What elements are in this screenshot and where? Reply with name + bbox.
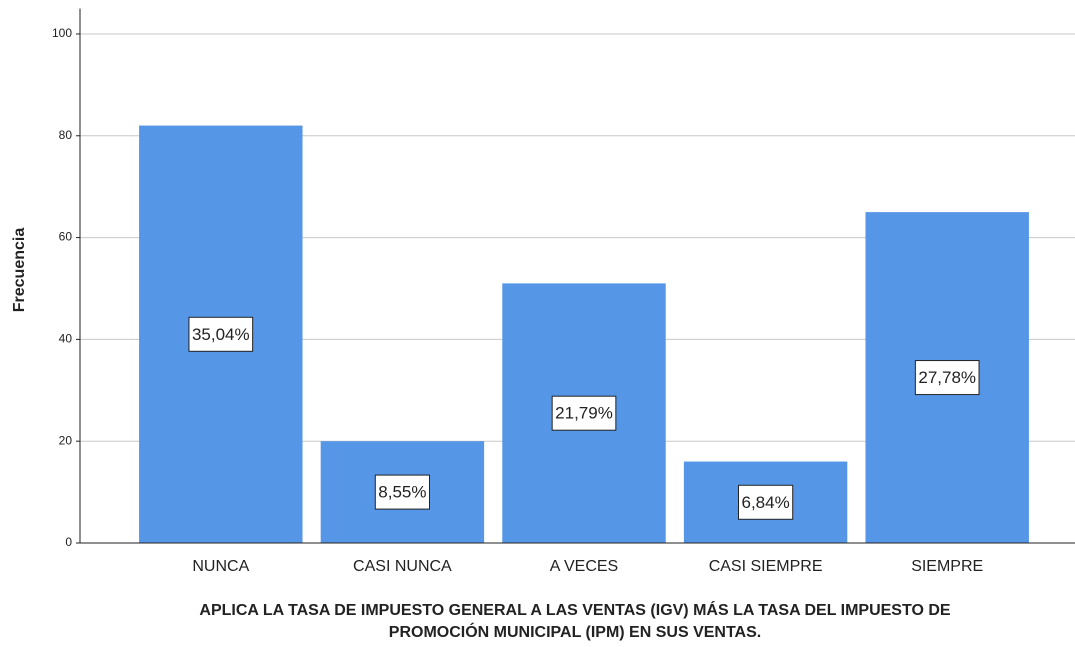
label-box: [374, 474, 431, 510]
y-tick-label: 0: [65, 535, 72, 549]
x-tick-label: CASI NUNCA: [353, 558, 452, 575]
y-tick-label: 20: [59, 433, 73, 447]
percent-label: 27,78%: [914, 360, 980, 396]
percent-label: 6,84%: [737, 484, 794, 520]
y-axis-label: Frecuencia: [11, 228, 28, 313]
y-tick-label: 80: [59, 128, 73, 142]
label-box: [914, 360, 980, 396]
percent-label-text: 21,79%: [555, 404, 613, 423]
y-tick-label: 60: [59, 230, 73, 244]
x-tick-label: A VECES: [550, 558, 618, 575]
x-axis-label: PROMOCIÓN MUNICIPAL (IPM) EN SUS VENTAS.: [389, 622, 761, 641]
percent-label: 21,79%: [551, 395, 617, 431]
percent-label: 35,04%: [188, 316, 254, 352]
label-box: [551, 395, 617, 431]
percent-label-text: 6,84%: [741, 493, 789, 512]
percent-label-text: 27,78%: [918, 368, 976, 387]
percent-label: 8,55%: [374, 474, 431, 510]
x-tick-label: SIEMPRE: [911, 558, 983, 575]
label-box: [188, 316, 254, 352]
y-tick-label: 100: [52, 26, 72, 40]
y-tick-label: 40: [59, 332, 73, 346]
x-tick-label: NUNCA: [192, 558, 249, 575]
percent-label-text: 35,04%: [192, 325, 250, 344]
x-axis-label: APLICA LA TASA DE IMPUESTO GENERAL A LAS…: [199, 600, 950, 619]
percent-label-text: 8,55%: [378, 483, 426, 502]
label-box: [737, 484, 794, 520]
x-tick-label: CASI SIEMPRE: [709, 558, 823, 575]
